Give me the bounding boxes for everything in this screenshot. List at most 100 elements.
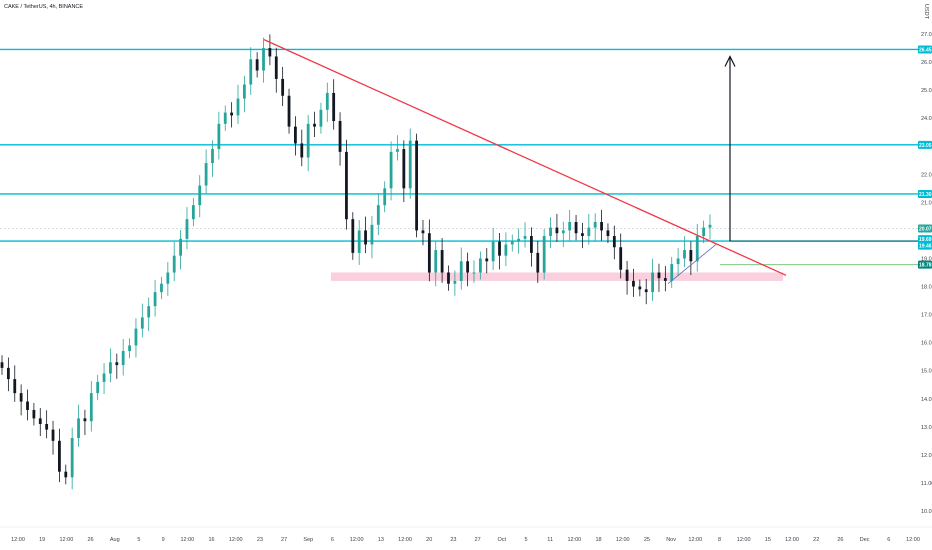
x-tick-label: Aug (110, 537, 120, 543)
support-zone (331, 272, 783, 281)
x-tick-label: 12:00 (180, 537, 194, 543)
candle-body (32, 409, 36, 419)
candle-body (313, 123, 316, 127)
y-tick-label: 15.00 (921, 369, 932, 375)
candle-body (510, 241, 514, 245)
candle-body (325, 92, 329, 110)
candle-body (408, 140, 412, 189)
candle-body (166, 272, 170, 284)
candle-body (574, 222, 578, 234)
candle-body (415, 140, 418, 231)
x-tick-label: 6 (331, 537, 334, 543)
candle-body (478, 258, 482, 273)
candle-body (6, 367, 10, 380)
y-tick-label: 19.00 (921, 256, 932, 262)
candle-body (632, 280, 635, 287)
candle-body (147, 306, 151, 318)
candle-body (708, 224, 712, 228)
candle-body (121, 351, 125, 366)
candle-body (306, 123, 310, 158)
y-tick-label: 21.00 (921, 200, 932, 206)
price-badge (918, 45, 932, 54)
y-tick-label: 22.00 (921, 172, 932, 178)
y-tick-label: 26.00 (921, 60, 932, 66)
chart-title: CAKE / TetherUS, 4h, BINANCE (4, 4, 84, 10)
candle-body (115, 362, 119, 366)
x-tick-label: 19 (39, 537, 45, 543)
x-tick-label: 20 (426, 537, 432, 543)
trendline (263, 39, 787, 276)
candle-body (179, 238, 182, 256)
price-badge-label: 26.45 (919, 47, 932, 53)
candle-body (185, 219, 189, 239)
candle-body (587, 227, 591, 237)
price-badge-label: 23.05 (919, 143, 932, 149)
x-tick-label: 12:00 (11, 537, 25, 543)
candle-body (364, 230, 367, 245)
candle-body (0, 362, 4, 368)
x-tick-label: 12:00 (785, 537, 799, 543)
candle-body (26, 401, 29, 410)
y-tick-label: 25.00 (921, 88, 932, 94)
x-tick-label: 5 (524, 537, 527, 543)
x-tick-label: 9 (162, 537, 165, 543)
candle-body (242, 84, 246, 99)
x-tick-label: 5 (137, 537, 140, 543)
x-tick-label: 12:00 (350, 537, 364, 543)
y-tick-label: 16.00 (921, 341, 932, 347)
candle-body (13, 379, 17, 394)
candle-body (236, 98, 240, 116)
y-tick-label: 10.00 (921, 509, 932, 515)
candle-body (262, 48, 265, 71)
y-tick-label: 18.00 (921, 285, 932, 291)
candle-body (204, 163, 208, 186)
candle-body (89, 393, 93, 422)
x-tick-label: 23 (450, 537, 456, 543)
price-badge (918, 235, 932, 244)
candle-body (670, 264, 674, 281)
candle-body (606, 230, 610, 237)
candle-body (19, 393, 23, 402)
candle-body (453, 280, 457, 284)
candle-body (332, 92, 336, 121)
x-tick-label: 12:00 (229, 537, 243, 543)
x-tick-label: Dec (860, 537, 870, 543)
candle-body (625, 269, 629, 281)
candle-body (58, 440, 61, 472)
candle-body (651, 272, 654, 293)
candle-body (555, 227, 559, 234)
candle-body (491, 241, 495, 262)
price-badge-label: 18.78 (919, 263, 932, 269)
x-tick-label: 15 (765, 537, 771, 543)
candle-body (345, 151, 348, 220)
candle-body (83, 418, 87, 422)
candle-body (568, 222, 572, 231)
candle-body (517, 238, 521, 242)
x-tick-label: 12:00 (906, 537, 920, 543)
candle-body (294, 126, 297, 144)
price-badge (918, 140, 932, 149)
x-tick-label: 23 (257, 537, 263, 543)
x-tick-label: 12:00 (616, 537, 630, 543)
candle-body (45, 424, 49, 430)
candle-body (459, 261, 463, 281)
candle-body (376, 205, 380, 225)
x-tick-label: 26 (837, 537, 843, 543)
candle-body (109, 362, 112, 374)
x-tick-label: 27 (475, 537, 481, 543)
candle-body (612, 236, 616, 248)
candle-body (619, 247, 623, 270)
x-tick-label: 11 (547, 537, 553, 543)
candle-body (153, 292, 157, 307)
y-tick-label: 24.00 (921, 116, 932, 122)
x-tick-label: 16 (208, 537, 214, 543)
x-tick-label: 25 (644, 537, 650, 543)
x-tick-label: 26 (88, 537, 94, 543)
candle-body (223, 112, 227, 124)
y-tick-label: 14.00 (921, 397, 932, 403)
candle-body (287, 95, 291, 127)
candle-body (421, 230, 425, 234)
candle-body (230, 112, 234, 116)
x-tick-label: 12:00 (398, 537, 412, 543)
